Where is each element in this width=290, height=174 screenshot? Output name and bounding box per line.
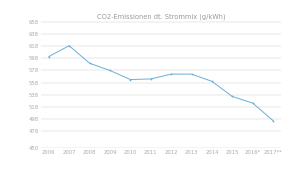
Title: CO2-Emissionen dt. Strommix (g/kWh): CO2-Emissionen dt. Strommix (g/kWh) bbox=[97, 13, 225, 20]
